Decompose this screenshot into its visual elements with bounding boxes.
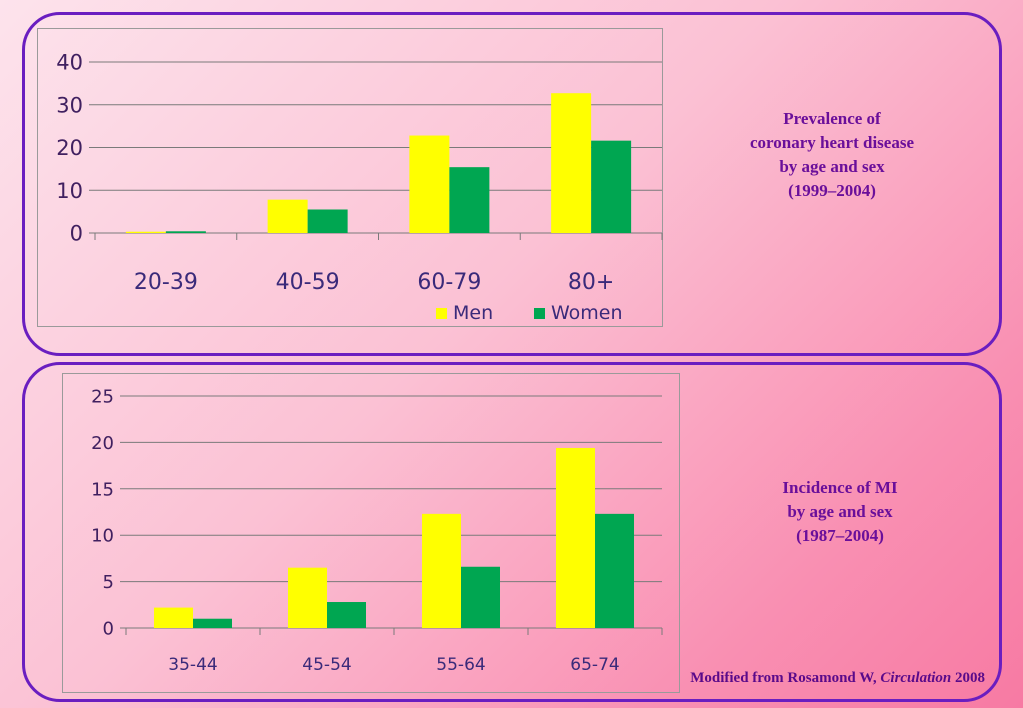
prevalence-bar-women [307, 209, 348, 233]
prevalence-bar-women [165, 231, 206, 233]
prevalence-caption-line-3: by age and sex [779, 157, 885, 176]
prevalence-caption: Prevalence of coronary heart disease by … [712, 107, 952, 203]
incidence-category-label: 55-64 [436, 655, 485, 675]
citation-prefix: Modified from Rosamond W, [690, 670, 881, 686]
citation-journal: Circulation [880, 670, 952, 686]
incidence-caption: Incidence of MI by age and sex (1987–200… [730, 476, 950, 548]
incidence-bar-men [154, 607, 193, 628]
incidence-y-tick-label: 10 [91, 526, 114, 547]
prevalence-caption-line-2: coronary heart disease [750, 133, 914, 152]
prevalence-caption-line-1: Prevalence of [783, 109, 881, 128]
prevalence-category-label: 40-59 [276, 270, 340, 295]
incidence-y-tick-label: 15 [91, 479, 114, 500]
bottom-panel [22, 362, 1002, 702]
prevalence-bar-men [551, 93, 592, 234]
incidence-category-label: 45-54 [302, 655, 351, 675]
legend-swatch-women [534, 308, 545, 319]
incidence-y-tick-label: 25 [91, 386, 114, 407]
prevalence-bar-men [409, 135, 450, 233]
top-panel [22, 12, 1002, 356]
incidence-caption-line-3: (1987–2004) [796, 526, 884, 545]
legend-label-men: Men [453, 302, 493, 324]
incidence-bar-men [288, 567, 327, 628]
incidence-bar-women [327, 602, 366, 628]
incidence-category-label: 35-44 [168, 655, 217, 675]
prevalence-bar-women [449, 167, 490, 233]
prevalence-y-tick-label: 0 [70, 222, 83, 246]
prevalence-y-tick-label: 30 [56, 93, 83, 117]
citation-year: 2008 [951, 670, 985, 686]
legend-swatch-men [436, 308, 447, 319]
prevalence-category-label: 20-39 [134, 270, 198, 295]
incidence-caption-line-2: by age and sex [787, 502, 893, 521]
prevalence-bar-men [125, 231, 166, 233]
incidence-category-label: 65-74 [570, 655, 619, 675]
incidence-bar-men [422, 513, 461, 628]
prevalence-bar-men [267, 199, 308, 233]
incidence-y-tick-label: 20 [91, 433, 114, 454]
incidence-bar-women [193, 618, 232, 628]
prevalence-y-tick-label: 10 [56, 179, 83, 203]
prevalence-y-tick-label: 20 [56, 136, 83, 160]
incidence-caption-line-1: Incidence of MI [782, 478, 898, 497]
incidence-bar-women [595, 513, 634, 628]
prevalence-category-label: 60-79 [417, 270, 481, 295]
prevalence-chart-frame [37, 28, 663, 327]
incidence-bar-women [461, 566, 500, 628]
prevalence-caption-line-4: (1999–2004) [788, 181, 876, 200]
prevalence-bar-women [591, 140, 632, 233]
source-citation: Modified from Rosamond W, Circulation 20… [560, 670, 985, 687]
legend-label-women: Women [551, 302, 623, 324]
incidence-y-tick-label: 0 [103, 618, 114, 639]
incidence-chart-frame [62, 373, 680, 693]
prevalence-y-tick-label: 40 [56, 51, 83, 75]
incidence-y-tick-label: 5 [103, 572, 114, 593]
prevalence-category-label: 80+ [568, 270, 614, 295]
incidence-bar-men [556, 447, 595, 628]
